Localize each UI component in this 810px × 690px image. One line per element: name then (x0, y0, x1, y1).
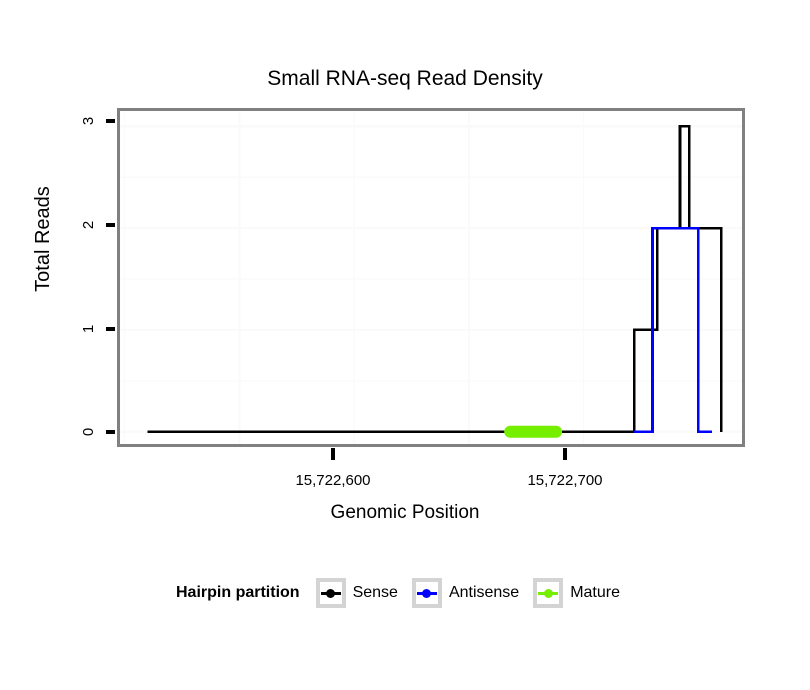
gridlines (120, 111, 742, 444)
y-tick-label-0: 0 (80, 427, 97, 437)
legend-label-antisense: Antisense (448, 584, 520, 601)
legend-label-sense: Sense (352, 584, 398, 601)
legend-dot-glyph-antisense (422, 588, 432, 598)
x-tick-mark-0 (331, 448, 335, 460)
legend-dot-glyph-sense (326, 588, 336, 598)
plot-svg (120, 111, 742, 444)
legend-entry-antisense[interactable]: Antisense (411, 578, 520, 608)
y-axis-title: Total Reads (32, 186, 54, 292)
y-tick-mark-0 (106, 430, 115, 434)
chart-title: Small RNA-seq Read Density (267, 67, 543, 90)
legend-dot-glyph-mature (543, 588, 553, 598)
y-tick-mark-2 (106, 223, 115, 227)
legend: Hairpin partition Sense Antisense Mature (0, 578, 810, 608)
x-tick-label-0: 15,722,600 (295, 472, 371, 489)
legend-key-antisense (411, 578, 442, 608)
legend-key-sense (315, 578, 346, 608)
legend-entry-sense[interactable]: Sense (315, 578, 398, 608)
x-tick-label-1: 15,722,700 (527, 472, 603, 489)
series-line-sense (147, 124, 723, 434)
legend-key-mature (533, 578, 564, 608)
plot-area (120, 111, 742, 444)
plot-panel (117, 108, 745, 447)
y-tick-label-2: 2 (80, 220, 97, 230)
legend-title: Hairpin partition (176, 584, 300, 601)
y-tick-label-1: 1 (80, 324, 97, 334)
y-tick-mark-3 (106, 119, 115, 123)
legend-entry-mature[interactable]: Mature (533, 578, 620, 608)
data-series-layer (147, 124, 723, 438)
legend-label-mature: Mature (570, 584, 620, 601)
x-axis-title: Genomic Position (330, 502, 480, 523)
y-tick-mark-1 (106, 327, 115, 331)
series-line-antisense (634, 226, 713, 434)
y-tick-label-3: 3 (80, 116, 97, 126)
x-tick-mark-1 (563, 448, 567, 460)
